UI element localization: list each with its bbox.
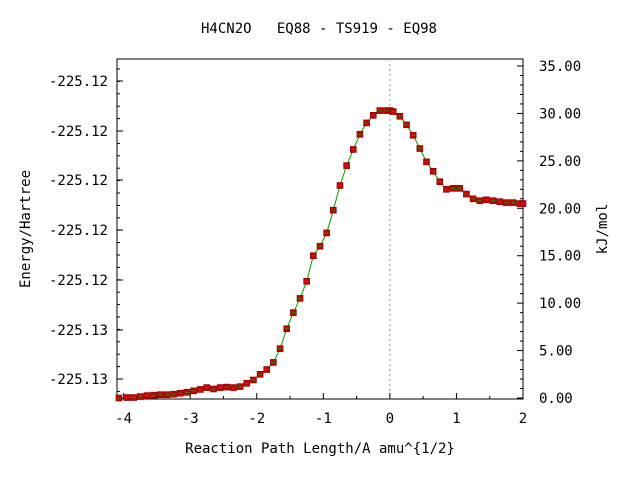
data-point [489,197,497,204]
data-point [123,394,131,401]
data-point [476,197,484,204]
data-point [276,345,284,352]
plot-area-border [116,58,524,400]
x-tick-label: -4 [115,411,132,427]
y2-tick-label: 0.00 [539,391,573,407]
data-point [210,385,217,393]
y2-tick-label: 5.00 [539,344,573,360]
y-axis-ticks: -225.12 -225.12 -225.12 -225.12 -225.12 -225.… [49,68,123,392]
data-point [429,167,437,175]
data-point [463,190,470,198]
data-point [190,387,197,395]
data-point [263,366,271,373]
x-tick-label: -1 [315,411,332,427]
data-point [509,199,517,206]
data-point [130,394,137,401]
data-point [349,146,357,153]
chart-title: H4CN2O EQ88 - TS919 - EQ98 [201,21,437,37]
y2-tick-label: 25.00 [539,154,581,170]
data-point [296,295,304,302]
data-point [115,394,123,402]
data-point [203,384,211,391]
data-point [316,242,324,250]
data-point [283,325,291,333]
energy-profile-line [118,110,523,399]
data-point [223,383,231,391]
data-point [403,121,410,129]
y2-axis-ticks: 35.00 30.00 25.00 20.00 15.00 10.00 5.00 0.00 [517,59,581,407]
data-point [343,162,350,169]
data-point [423,158,430,166]
data-point [250,376,257,384]
y-tick-label: -225.12 [49,74,108,90]
data-point [469,195,477,203]
data-point [256,370,264,378]
data-point [216,384,224,391]
series-layer [115,107,527,402]
y2-axis-label: kJ/mol [595,204,611,255]
data-point [416,145,424,152]
data-point [409,131,417,139]
data-point [170,390,177,398]
y2-tick-label: 20.00 [539,201,581,217]
data-point [183,389,191,396]
data-point [369,112,377,119]
data-point [376,107,384,114]
x-tick-label: 2 [519,411,527,427]
plot-frame [116,58,524,400]
data-point [436,178,444,186]
x-tick-label: 1 [452,411,460,427]
data-point [389,108,397,115]
data-point [303,278,310,285]
data-point [396,112,404,120]
data-point [290,309,297,316]
x-tick-label: -3 [182,411,199,427]
y-tick-label: -225.12 [49,223,108,239]
x-tick-label: -2 [248,411,265,427]
data-point [196,386,204,393]
data-point [143,392,151,399]
x-axis-label: Reaction Path Length/A amu^{1/2} [185,441,455,457]
data-point [483,196,490,204]
y-tick-label: -225.12 [49,124,108,140]
data-point [150,391,157,399]
data-point [363,119,370,127]
data-point [336,182,344,189]
data-point [270,359,277,366]
y-tick-label: -225.12 [49,173,108,189]
data-point [176,389,184,397]
data-point [356,130,364,138]
y2-tick-label: 15.00 [539,249,581,265]
data-point [456,185,464,192]
data-point [310,252,317,260]
y-tick-label: -225.13 [49,323,108,339]
data-point [230,384,237,391]
data-point [236,383,244,390]
data-point [163,391,171,398]
y2-tick-label: 30.00 [539,106,581,122]
data-point [496,198,504,205]
y-axis-label: Energy/Hartree [18,170,34,288]
data-point [136,393,144,400]
data-point [330,206,337,214]
y-tick-label: -225.12 [49,273,108,289]
data-point [443,186,450,193]
x-axis-ticks: -4 -3 -2 -1 0 1 2 [115,393,527,427]
y2-tick-label: 35.00 [539,59,581,75]
data-point [503,199,510,206]
data-point [519,200,527,207]
y-tick-label: -225.13 [49,372,108,388]
data-point [323,229,330,237]
data-point [449,185,457,192]
data-point [243,379,251,387]
data-point [156,391,164,398]
y2-tick-label: 10.00 [539,296,581,312]
x-tick-label: 0 [386,411,394,427]
